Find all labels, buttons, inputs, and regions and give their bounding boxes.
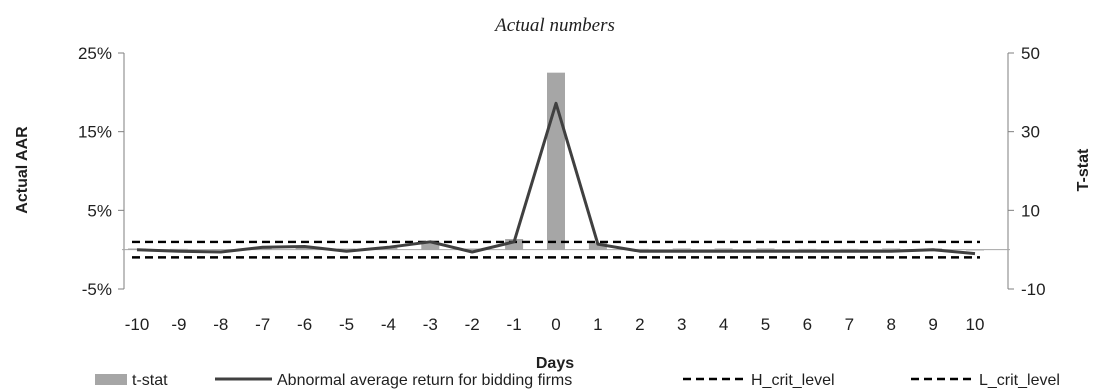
x-tick-label: -10 xyxy=(125,315,150,334)
x-tick-label: -6 xyxy=(297,315,312,334)
y-axis-right-label: T-stat xyxy=(1075,148,1092,191)
x-tick-label: 5 xyxy=(761,315,770,334)
y-right-tick-label: 10 xyxy=(1021,201,1040,220)
legend: t-stat Abnormal average return for biddin… xyxy=(95,372,1060,389)
x-tick-label: -8 xyxy=(213,315,228,334)
y-left-tick-label: 25% xyxy=(78,44,112,63)
x-tick-label: -9 xyxy=(171,315,186,334)
bar-t-stat xyxy=(672,248,691,250)
legend-label-aar: Abnormal average return for bidding firm… xyxy=(277,372,572,389)
legend-label-l-crit-level: L_crit_level xyxy=(979,372,1060,389)
bar-t-stat xyxy=(421,241,440,250)
y-left-tick-label: -5% xyxy=(82,280,112,299)
chart-title: Actual numbers xyxy=(493,15,615,36)
bar-t-stat xyxy=(547,72,565,250)
x-tick-label: 7 xyxy=(845,315,854,334)
bar-t-stat xyxy=(505,239,524,250)
bar-t-stat xyxy=(295,246,314,250)
bar-t-stat xyxy=(756,248,775,250)
x-tick-label: 8 xyxy=(886,315,895,334)
bar-t-stat xyxy=(882,248,901,250)
bar-t-stat xyxy=(463,248,482,250)
x-tick-label: 2 xyxy=(635,315,644,334)
x-tick-label: 1 xyxy=(593,315,602,334)
x-tick-label: -5 xyxy=(339,315,354,334)
bar-t-stat xyxy=(588,242,607,250)
y-right-tick-label: 50 xyxy=(1021,44,1040,63)
x-tick-label: 10 xyxy=(966,315,985,334)
bar-t-stat xyxy=(714,248,733,250)
legend-label-t-stat: t-stat xyxy=(132,372,168,389)
x-tick-label: 4 xyxy=(719,315,728,334)
x-tick-label: 9 xyxy=(928,315,937,334)
legend-swatch-t-stat xyxy=(95,374,127,385)
x-axis-label: Days xyxy=(536,355,574,372)
x-tick-label: -7 xyxy=(255,315,270,334)
y-right-tick-label: 30 xyxy=(1021,123,1040,142)
y-axis-left-label: Actual AAR xyxy=(14,126,31,214)
x-tick-label: -3 xyxy=(423,315,438,334)
x-tick-label: -2 xyxy=(465,315,480,334)
legend-label-h-crit-level: H_crit_level xyxy=(751,372,835,389)
x-tick-label: -1 xyxy=(507,315,522,334)
bar-t-stat xyxy=(337,248,356,250)
x-tick-label: 0 xyxy=(551,315,560,334)
x-tick-label: 6 xyxy=(803,315,812,334)
x-tick-label: -4 xyxy=(381,315,396,334)
y-right-tick-label: -10 xyxy=(1021,280,1046,299)
bar-t-stat xyxy=(128,248,146,250)
x-tick-label: 3 xyxy=(677,315,686,334)
y-left-tick-label: 15% xyxy=(78,123,112,142)
line-abnormal-average-return xyxy=(136,101,976,256)
y-left-tick-label: 5% xyxy=(87,201,112,220)
